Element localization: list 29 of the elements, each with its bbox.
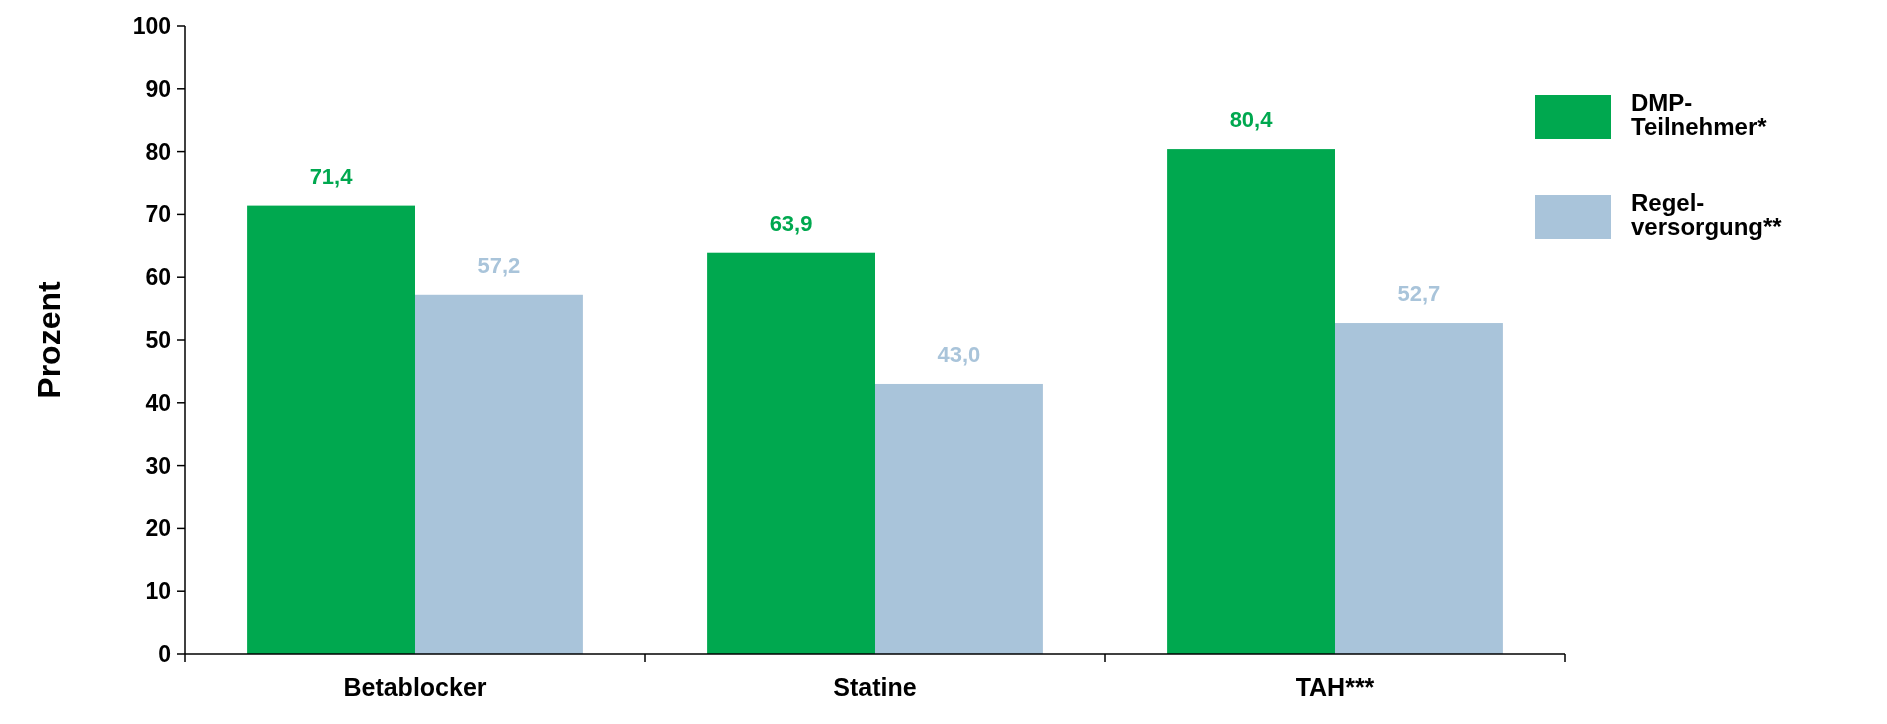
y-tick-label: 80 bbox=[145, 138, 171, 165]
x-tick-label: Statine bbox=[833, 673, 917, 701]
legend-label: Regel- versorgung** bbox=[1631, 189, 1783, 240]
data-label: 71,4 bbox=[309, 163, 354, 189]
bar bbox=[875, 383, 1043, 654]
bar bbox=[1335, 323, 1503, 654]
y-tick-label: 20 bbox=[145, 515, 171, 542]
x-tick-label: Betablocker bbox=[343, 673, 487, 701]
data-label: 80,4 bbox=[1229, 107, 1274, 133]
y-tick-label: 30 bbox=[145, 452, 171, 479]
data-label: 52,7 bbox=[1397, 281, 1441, 307]
y-axis-title: Prozent bbox=[31, 280, 67, 399]
y-tick-label: 90 bbox=[145, 75, 171, 102]
y-tick-label: 70 bbox=[145, 201, 171, 228]
y-tick-label: 100 bbox=[132, 13, 171, 40]
legend-label: DMP- Teilnehmer* bbox=[1631, 89, 1768, 140]
data-label: 57,2 bbox=[477, 252, 521, 278]
bar bbox=[1167, 149, 1335, 654]
y-tick-label: 50 bbox=[145, 327, 171, 354]
y-tick-label: 10 bbox=[145, 578, 171, 605]
data-label: 63,9 bbox=[769, 210, 813, 236]
bar bbox=[415, 294, 583, 654]
data-label: 43,0 bbox=[937, 341, 981, 367]
y-tick-label: 40 bbox=[145, 389, 171, 416]
bar bbox=[247, 205, 415, 654]
x-tick-label: TAH*** bbox=[1295, 673, 1375, 701]
y-tick-label: 60 bbox=[145, 264, 171, 291]
y-tick-label: 0 bbox=[158, 641, 171, 668]
bar bbox=[707, 252, 875, 654]
